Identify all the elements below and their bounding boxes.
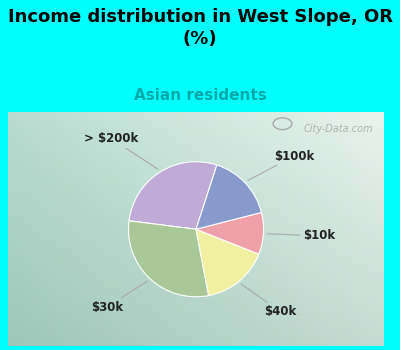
Text: $100k: $100k [248,149,314,181]
Wedge shape [196,229,259,296]
Wedge shape [196,212,264,254]
Text: $10k: $10k [267,230,335,243]
Text: City-Data.com: City-Data.com [303,124,373,134]
Wedge shape [196,165,262,229]
Text: $40k: $40k [242,284,296,318]
Text: > $200k: > $200k [84,132,158,169]
Text: $30k: $30k [91,281,147,314]
Text: Income distribution in West Slope, OR
(%): Income distribution in West Slope, OR (%… [8,8,392,48]
Wedge shape [128,221,209,297]
Wedge shape [129,162,217,229]
Text: Asian residents: Asian residents [134,88,266,103]
